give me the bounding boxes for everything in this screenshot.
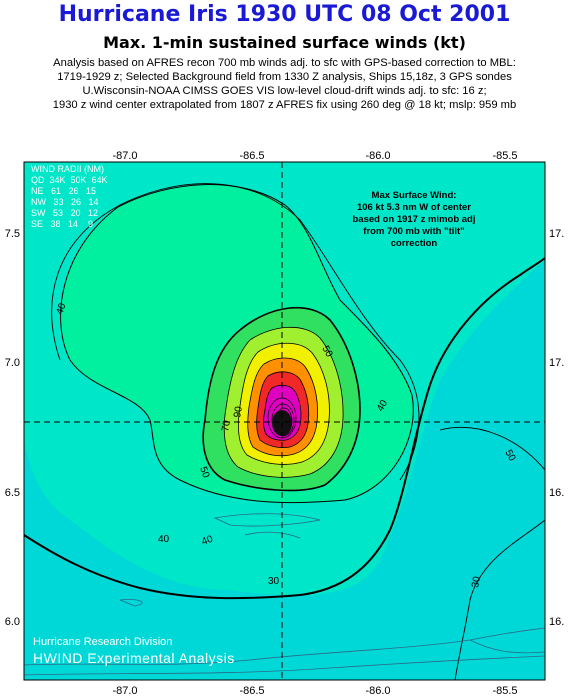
max-wind-line: correction <box>391 238 438 249</box>
page-title: Hurricane Iris 1930 UTC 08 Oct 2001 <box>58 2 511 27</box>
contour-40-outer <box>51 183 420 481</box>
wind-radii-table: WIND RADII (NM) QD 34K 50K 64K NE 61 26 … <box>31 164 108 229</box>
credit-division: Hurricane Research Division <box>33 636 172 648</box>
description-line: U.Wisconsin-NOAA CIMSS GOES VIS low-leve… <box>82 85 487 97</box>
y-tick-right: 16. <box>549 616 564 628</box>
x-tick-bottom: -86.5 <box>239 685 264 697</box>
contour-label: 50 <box>502 448 517 464</box>
plot-frame <box>23 161 546 681</box>
description-line: Analysis based on AFRES recon 700 mb win… <box>53 57 516 69</box>
contour-label: 40 <box>375 398 390 414</box>
contour-label: 30 <box>268 576 280 587</box>
x-tick-bottom: -85.5 <box>492 685 517 697</box>
plot-area <box>24 162 545 680</box>
x-tick-bottom: -86.0 <box>365 685 390 697</box>
y-tick-left: 7.0 <box>5 357 20 369</box>
axis-tick-labels: -87.0 -86.5 -86.0 -85.5 -87.0 -86.5 -86.… <box>5 150 565 697</box>
contour-labels: 40 40 40 40 50 50 50 30 30 70 90 <box>54 301 517 588</box>
contour-label: 40 <box>54 301 68 316</box>
max-wind-line: Max Surface Wind: <box>372 190 457 201</box>
x-tick-top: -87.0 <box>112 150 137 162</box>
x-tick-top: -86.0 <box>365 150 390 162</box>
page-subtitle: Max. 1-min sustained surface winds (kt) <box>103 33 466 52</box>
y-tick-left: 6.0 <box>5 616 20 628</box>
max-wind-line: from 700 mb with "tilt" <box>363 226 464 237</box>
x-tick-top: -85.5 <box>492 150 517 162</box>
y-tick-right: 16. <box>549 487 564 499</box>
y-tick-left: 7.5 <box>5 228 20 240</box>
y-tick-left: 6.5 <box>5 487 20 499</box>
contour-label: 30 <box>470 575 483 588</box>
max-wind-annotation: Max Surface Wind: 106 kt 5.3 nm W of cen… <box>352 190 475 249</box>
x-tick-bottom: -87.0 <box>112 685 137 697</box>
y-tick-right: 17. <box>549 228 564 240</box>
credit-analysis: HWIND Experimental Analysis <box>33 650 235 666</box>
analysis-description: Analysis based on AFRES recon 700 mb win… <box>0 56 569 112</box>
max-wind-line: based on 1917 z mimob adj <box>352 214 475 225</box>
contour-label: 70 <box>220 419 233 432</box>
land-outline <box>24 513 545 676</box>
contour-label: 90 <box>232 405 245 418</box>
description-line: 1930 z wind center extrapolated from 180… <box>52 99 517 111</box>
wind-radii-header: QD 34K 50K 64K <box>31 175 108 185</box>
contour-label: 50 <box>197 465 211 480</box>
wind-radii-row: SW 53 20 12 <box>31 208 98 218</box>
x-tick-top: -86.5 <box>239 150 264 162</box>
contour-label: 40 <box>158 534 170 545</box>
contour-label: 50 <box>319 344 334 360</box>
wind-radii-row: NW 33 26 14 <box>31 197 99 207</box>
wind-radii-row: NE 61 26 15 <box>31 186 96 196</box>
contour-30 <box>24 257 545 600</box>
contour-label: 40 <box>200 534 215 548</box>
max-wind-line: 106 kt 5.3 nm W of center <box>357 202 471 213</box>
y-tick-right: 17. <box>549 357 564 369</box>
wind-radii-header: WIND RADII (NM) <box>31 164 104 174</box>
description-line: 1719-1929 z; Selected Background field f… <box>57 71 512 83</box>
wind-radii-row: SE 38 14 9 <box>31 219 93 229</box>
contour-30-southeast <box>439 426 545 680</box>
